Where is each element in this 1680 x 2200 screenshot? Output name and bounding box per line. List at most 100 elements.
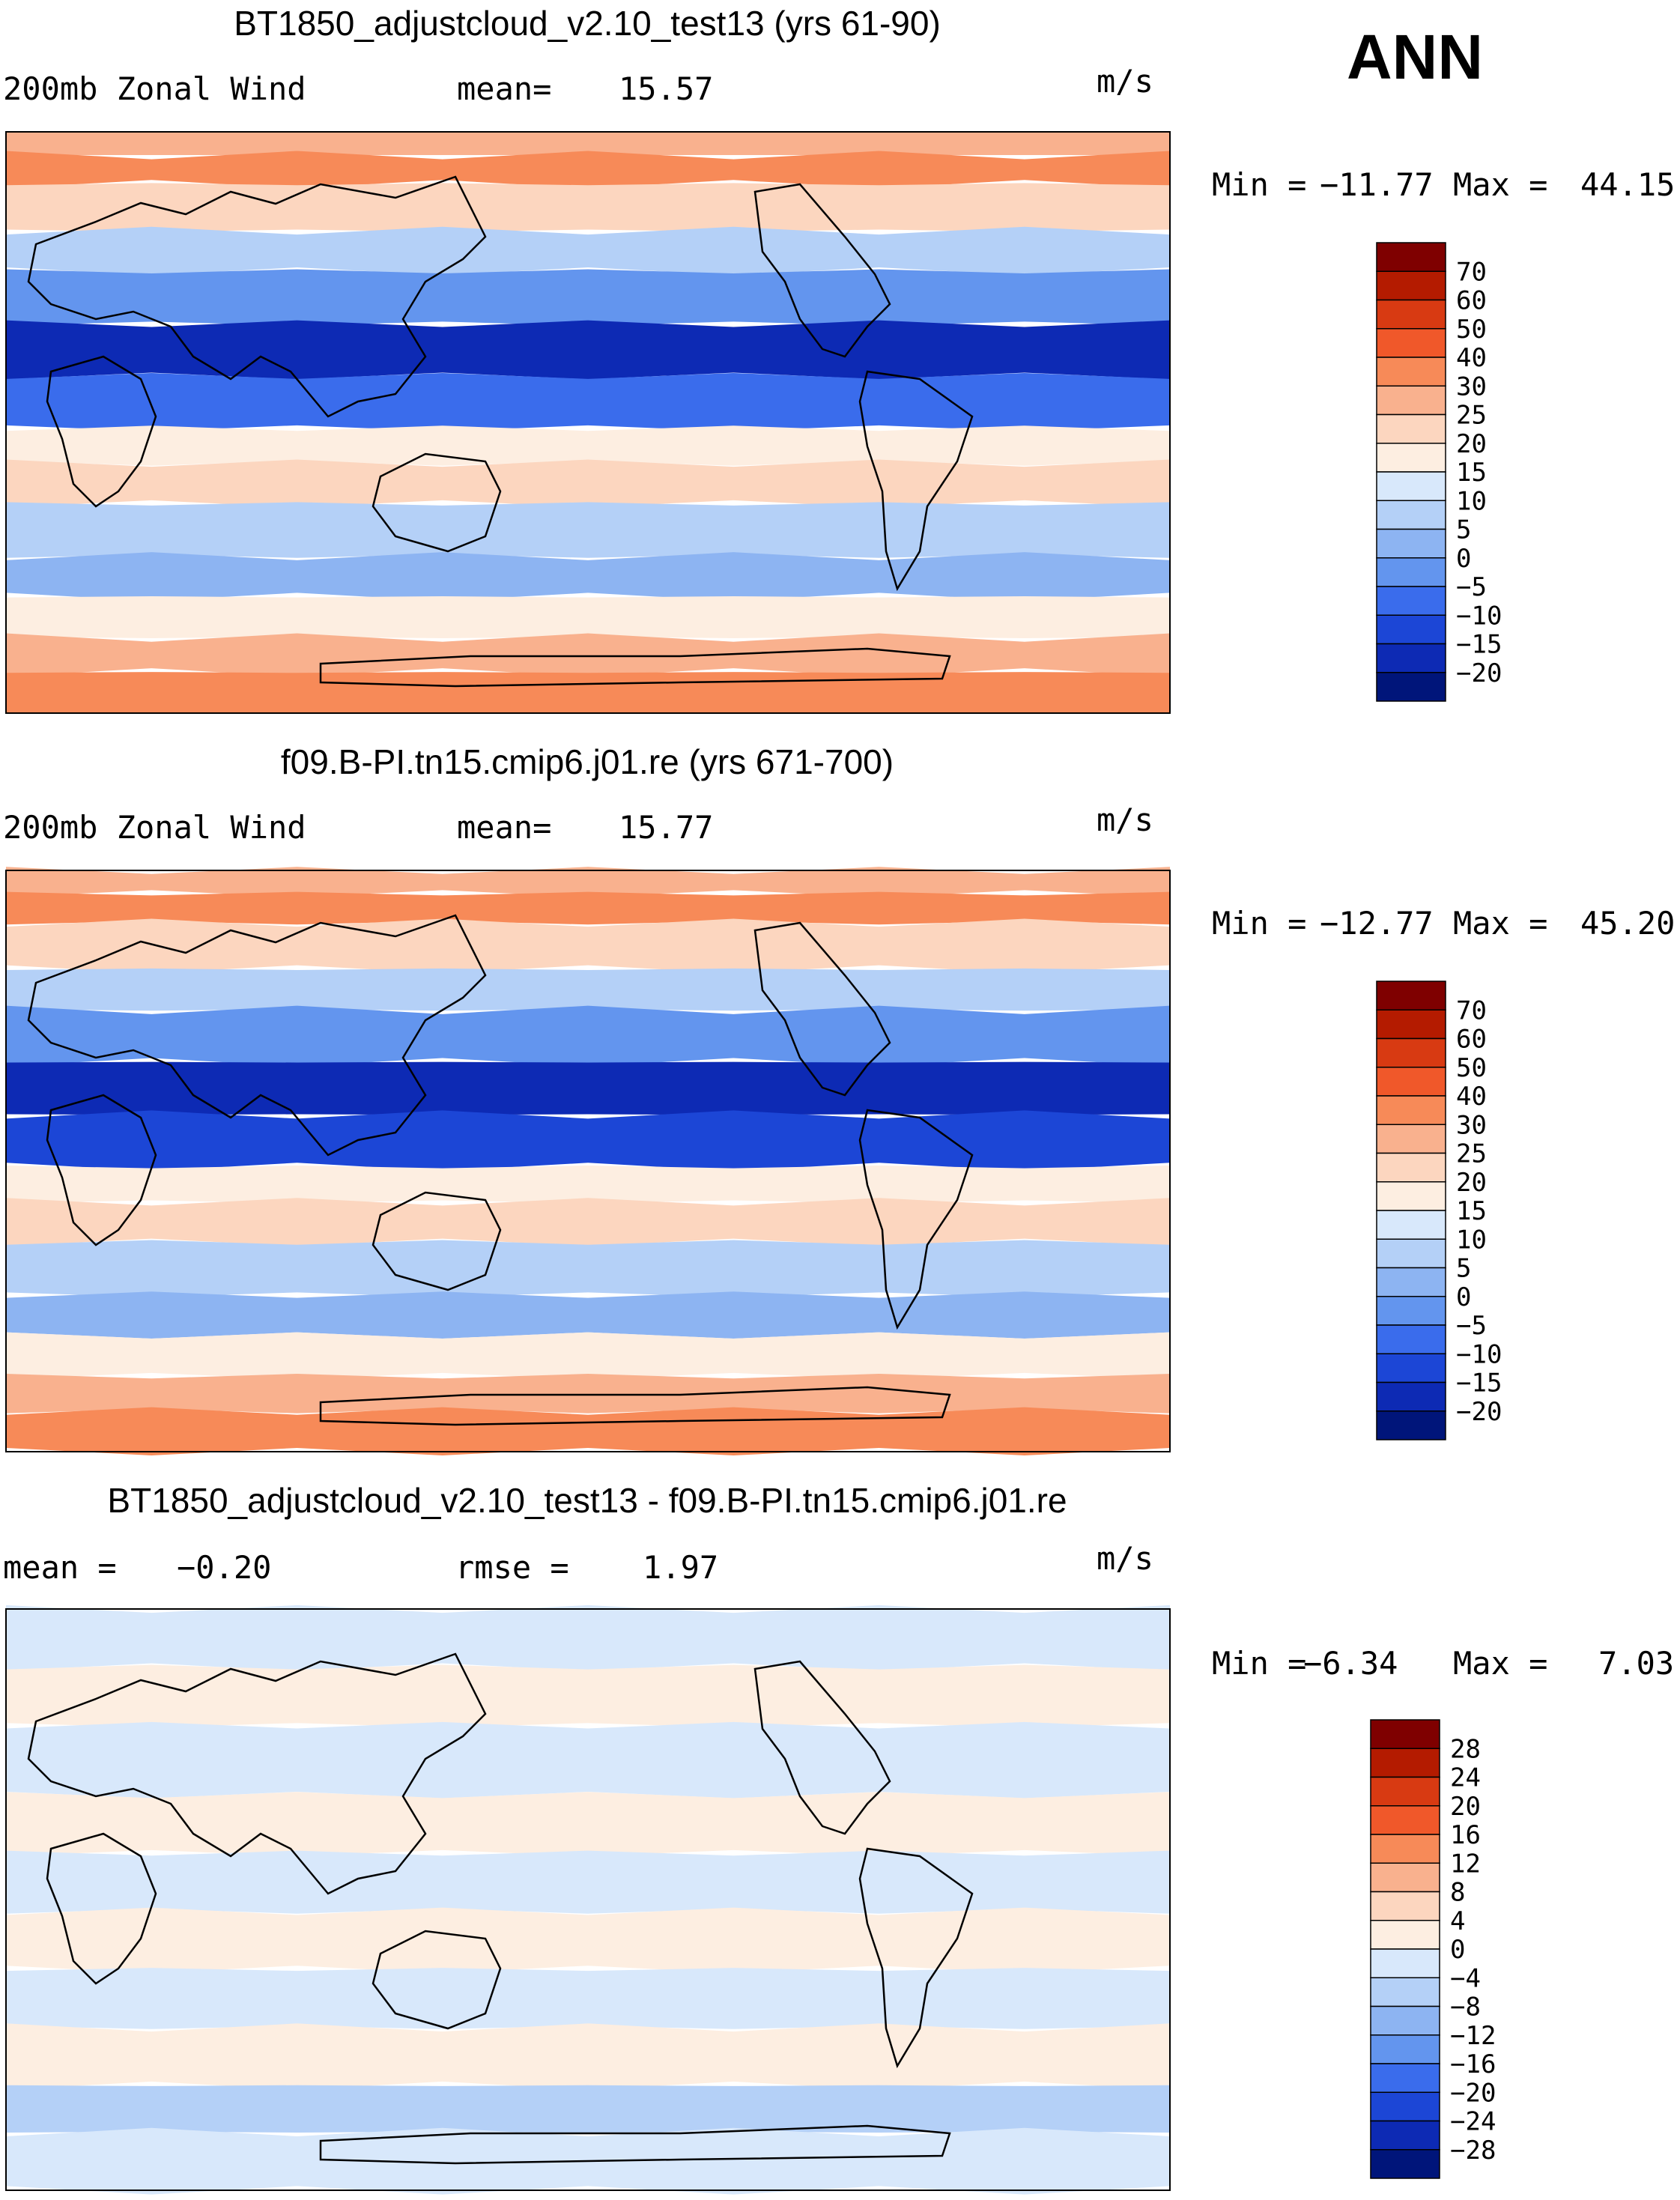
panel2-colorbar-label: 30: [1456, 1110, 1487, 1140]
panel1-colorbar-label: 10: [1456, 486, 1487, 516]
panel2-colorbar-label: 0: [1456, 1282, 1471, 1312]
panel3-map-frame: [5, 1608, 1171, 2191]
panel3-contour-band: [6, 1721, 1170, 1799]
panel3-colorbar-box: [1370, 1862, 1440, 1893]
panel1-coastline: [753, 183, 891, 358]
panel1-contour-band: [6, 132, 1170, 156]
panel2-colorbar-box: [1376, 1009, 1446, 1040]
panel2-colorbar-label: 10: [1456, 1225, 1487, 1255]
panel3-colorbar-box: [1370, 1948, 1440, 1978]
panel2-stat-value: 15.77: [619, 809, 714, 846]
panel1-colorbar-box: [1376, 614, 1446, 645]
panel2-contour-band: [6, 1165, 1170, 1204]
panel2-colorbar-label: 40: [1456, 1082, 1487, 1112]
panel2-contour-band: [6, 1291, 1170, 1339]
panel3-colorbar-box: [1370, 1719, 1440, 1749]
panel3-max-label: Max =: [1453, 1645, 1548, 1682]
panel1-contour-band: [6, 552, 1170, 601]
panel1-colorbar-box: [1376, 242, 1446, 272]
panel2-colorbar-box: [1376, 1095, 1446, 1125]
panel3-coastlines: [27, 1652, 974, 2165]
panel3-colorbar-box: [1370, 2063, 1440, 2093]
season-label: ANN: [1347, 22, 1483, 92]
panel2-coastline: [753, 921, 891, 1097]
panel1-contour-band: [6, 459, 1170, 508]
panel2-min-label: Min =: [1212, 905, 1307, 942]
panel2-colorbar-label: 60: [1456, 1025, 1487, 1055]
panel1-colorbar-box: [1376, 413, 1446, 444]
panel3-colorbar-box: [1370, 1776, 1440, 1807]
panel1-colorbar-box: [1376, 385, 1446, 416]
panel2-colorbar-label: 20: [1456, 1168, 1487, 1198]
panel2-colorbar-box: [1376, 1381, 1446, 1412]
panel3-mean-label: mean =: [3, 1549, 117, 1586]
panel1-colorbar-label: 30: [1456, 372, 1487, 401]
panel3-coastline: [319, 2124, 951, 2165]
panel1-colorbar-label: 20: [1456, 429, 1487, 459]
panel3-colorbar-label: −20: [1450, 2078, 1496, 2108]
panel1-coastline: [27, 175, 487, 418]
panel3-colorbar-box: [1370, 1891, 1440, 1921]
panel2-map-frame: [5, 870, 1171, 1452]
panel1-contour-band: [6, 633, 1170, 677]
panel1-colorbar-label: 50: [1456, 315, 1487, 345]
panel1-colorbar-label: 70: [1456, 257, 1487, 287]
panel1-min-value: −11.77: [1320, 166, 1434, 203]
panel3-coastline: [27, 1652, 487, 1895]
panel2-colorbar-box: [1376, 1181, 1446, 1211]
panel1-colorbar-label: −5: [1456, 572, 1487, 602]
panel2-variable: 200mb Zonal Wind: [3, 809, 306, 846]
panel2-colorbar-box: [1376, 1353, 1446, 1384]
panel2-contour-band: [6, 1061, 1170, 1115]
panel2-contour-band: [6, 1110, 1170, 1172]
panel3-colorbar-label: −12: [1450, 2021, 1496, 2051]
panel1-colorbar-box: [1376, 557, 1446, 587]
panel1-colorbar-label: −15: [1456, 630, 1502, 660]
panel2-colorbar-box: [1376, 1152, 1446, 1183]
panel2-colorbar-label: 25: [1456, 1139, 1487, 1169]
panel2-colorbar-label: 50: [1456, 1053, 1487, 1083]
panel3-contour-band: [6, 1850, 1170, 1914]
panel2-stat-label: mean=: [457, 809, 552, 846]
panel1-contour-band: [6, 269, 1170, 326]
panel2-colorbar-label: −10: [1456, 1339, 1502, 1369]
panel1-contour-band: [6, 425, 1170, 466]
panel1-colorbar-box: [1376, 528, 1446, 559]
panel2-contour-band: [6, 968, 1170, 1011]
panel1-contour-band: [6, 320, 1170, 380]
panel2-colorbar-box: [1376, 1037, 1446, 1068]
panel1-title: BT1850_adjustcloud_v2.10_test13 (yrs 61-…: [234, 4, 941, 43]
panel3-units: m/s: [1097, 1540, 1153, 1577]
panel3-colorbar-box: [1370, 2149, 1440, 2179]
panel3-rmse-label: rmse =: [455, 1549, 569, 1586]
panel3-title: BT1850_adjustcloud_v2.10_test13 - f09.B-…: [107, 1481, 1067, 1520]
panel1-units: m/s: [1097, 63, 1153, 100]
panel2-colorbar-box: [1376, 1267, 1446, 1297]
panel1-colorbar-box: [1376, 328, 1446, 358]
panel3-colorbar-label: 16: [1450, 1820, 1481, 1850]
panel1-colorbar-label: 0: [1456, 544, 1471, 574]
panel3-contour-band: [6, 1968, 1170, 2029]
panel3-contour-band: [6, 1792, 1170, 1857]
panel2-contour-band: [6, 867, 1170, 897]
panel2-min-value: −12.77: [1320, 905, 1434, 942]
panel2-colorbar-label: −20: [1456, 1397, 1502, 1427]
panel1-min-label: Min =: [1212, 166, 1307, 203]
panel1-variable: 200mb Zonal Wind: [3, 70, 306, 107]
panel2-contour-band: [6, 1198, 1170, 1246]
panel2-contour-band: [6, 1005, 1170, 1067]
panel1-colorbar-box: [1376, 270, 1446, 301]
panel2-colorbar-label: −5: [1456, 1311, 1487, 1341]
panel3-contour-band: [6, 2085, 1170, 2133]
panel2-title: f09.B-PI.tn15.cmip6.j01.re (yrs 671-700): [280, 742, 894, 781]
panel1-contour-band: [6, 183, 1170, 232]
panel1-colorbar-box: [1376, 586, 1446, 616]
panel3-colorbar-box: [1370, 2005, 1440, 2036]
panel1-colorbar-label: 40: [1456, 343, 1487, 373]
panel1-stat-value: 15.57: [619, 70, 714, 107]
panel2-colorbar-box: [1376, 1296, 1446, 1326]
panel2-colorbar-box: [1376, 1410, 1446, 1440]
panel1-colorbar-box: [1376, 500, 1446, 530]
panel3-colorbar-label: 28: [1450, 1734, 1481, 1764]
panel3-colorbar-box: [1370, 2034, 1440, 2064]
